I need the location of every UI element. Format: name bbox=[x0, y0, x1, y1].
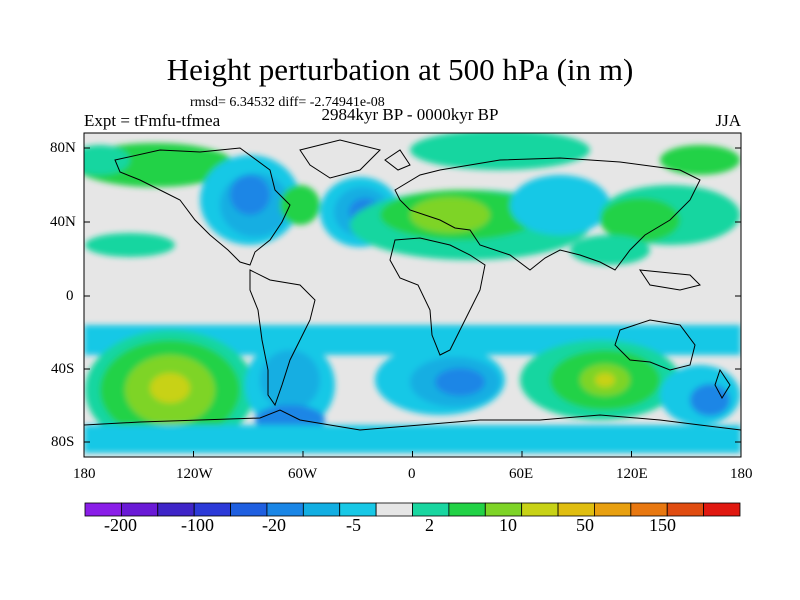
colorbar-label: 2 bbox=[425, 515, 434, 535]
coastlines bbox=[84, 139, 741, 431]
lon-label-60e: 60E bbox=[509, 466, 534, 482]
colorbar-label: -5 bbox=[346, 515, 361, 535]
colorbar-swatch bbox=[375, 502, 413, 517]
colorbar-label: 10 bbox=[499, 515, 517, 535]
colorbar-swatch bbox=[703, 502, 741, 517]
lon-label-180e: 180 bbox=[730, 466, 753, 482]
season-label: JJA bbox=[715, 111, 741, 130]
lon-label-60w: 60W bbox=[288, 466, 318, 482]
period-label: 2984kyr BP - 0000kyr BP bbox=[321, 105, 499, 124]
lat-label-80s: 80S bbox=[51, 434, 75, 450]
lon-label-120e: 120E bbox=[616, 466, 648, 482]
lat-label-40s: 40S bbox=[51, 361, 75, 377]
lat-label-0: 0 bbox=[66, 288, 74, 304]
lon-label-0: 0 bbox=[408, 466, 416, 482]
map-panel bbox=[83, 132, 742, 458]
colorbar-label: -20 bbox=[262, 515, 286, 535]
colorbar-swatch bbox=[521, 502, 559, 517]
colorbar bbox=[84, 502, 741, 517]
lon-label-180w: 180 bbox=[73, 466, 96, 482]
colorbar-label: -100 bbox=[181, 515, 214, 535]
colorbar-label: -200 bbox=[104, 515, 137, 535]
lat-ticks bbox=[84, 147, 741, 443]
experiment-label: Expt = tFmfu-tfmea bbox=[84, 111, 221, 130]
lat-label-40n: 40N bbox=[50, 214, 76, 230]
colorbar-swatch bbox=[594, 502, 632, 517]
colorbar-swatch bbox=[302, 502, 341, 517]
lon-label-120w: 120W bbox=[176, 466, 213, 482]
lat-label-80n: 80N bbox=[50, 140, 76, 156]
stats-text: rmsd= 6.34532 diff= -2.74941e-08 bbox=[190, 95, 385, 110]
colorbar-label: 150 bbox=[649, 515, 676, 535]
colorbar-swatch bbox=[448, 502, 486, 517]
chart-title: Height perturbation at 500 hPa (in m) bbox=[166, 52, 634, 87]
colorbar-label: 50 bbox=[576, 515, 594, 535]
lon-ticks bbox=[83, 451, 742, 457]
